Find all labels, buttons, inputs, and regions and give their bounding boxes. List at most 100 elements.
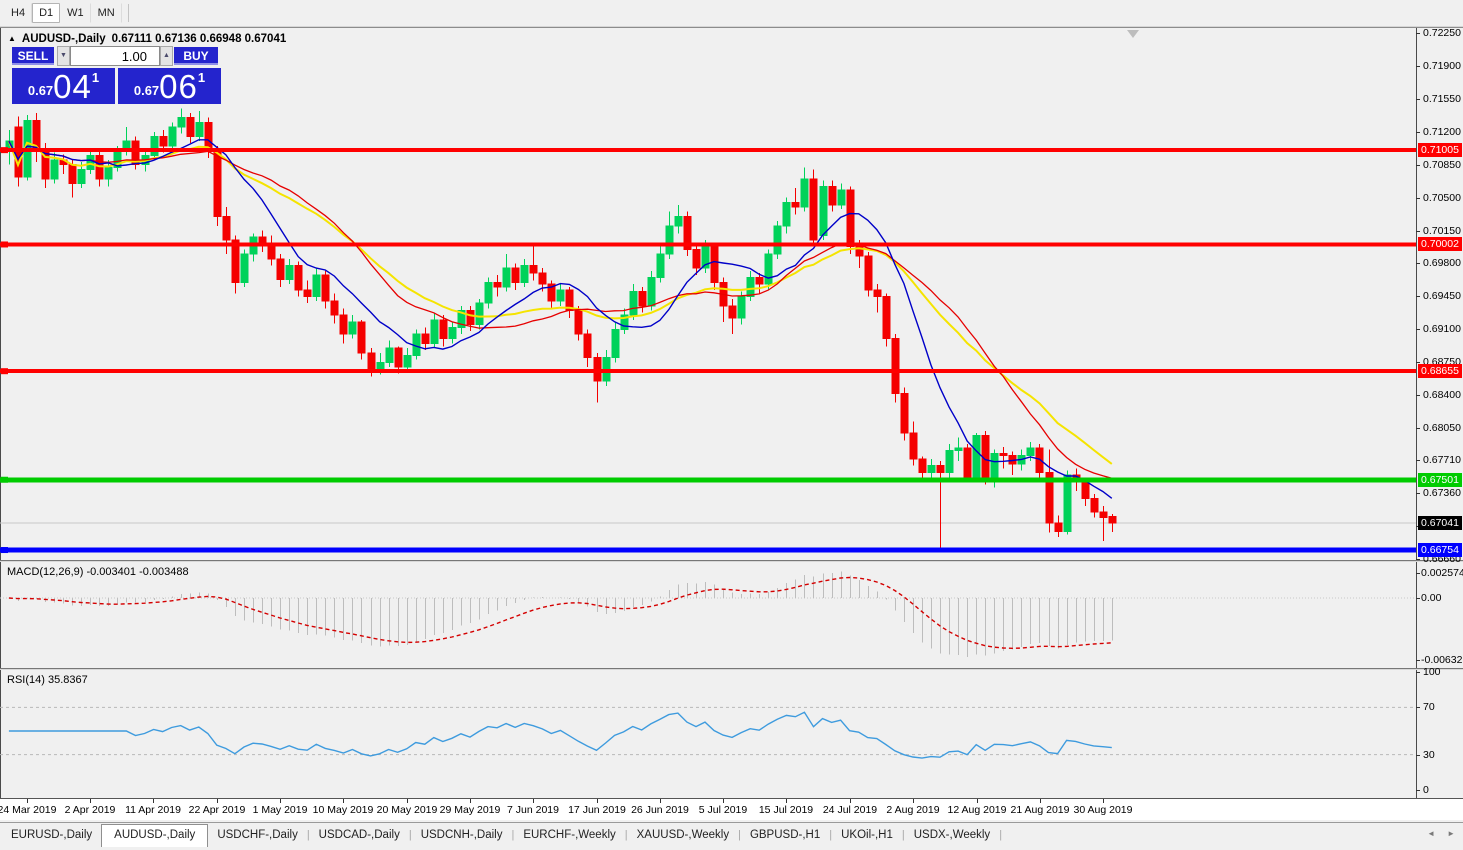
chart-title: ▲ AUDUSD-,Daily 0.67111 0.67136 0.66948 … [8, 33, 286, 45]
rsi-pane-separator-light [0, 669, 1463, 670]
time-tick-mark [280, 799, 281, 803]
chart-tab-audusd-daily[interactable]: AUDUSD-,Daily [101, 824, 209, 847]
price-tick-label: 0.68050 [1423, 422, 1461, 434]
buy-button[interactable]: BUY [174, 47, 218, 65]
chart-tab-usdcad-daily[interactable]: USDCAD-,Daily [318, 829, 400, 841]
rsi-tick-mark [1416, 790, 1420, 791]
macd-pane-separator[interactable] [0, 560, 1463, 561]
macd-tick-label: -0.006326 [1421, 654, 1463, 666]
time-tick-mark [597, 799, 598, 803]
time-tick-mark [90, 799, 91, 803]
level-price-label: 0.71005 [1418, 143, 1462, 157]
time-tick-mark [977, 799, 978, 803]
time-tick-mark [533, 799, 534, 803]
timeframe-w1-button[interactable]: W1 [60, 3, 91, 23]
chart-frame-left [0, 28, 1, 798]
time-axis[interactable] [0, 799, 1463, 820]
time-axis-border [0, 798, 1463, 799]
tab-separator: | [511, 829, 515, 841]
timeframe-mn-button[interactable]: MN [91, 3, 122, 23]
chart-tab-usdx-weekly[interactable]: USDX-,Weekly [913, 829, 991, 841]
rsi-pane-separator[interactable] [0, 668, 1463, 669]
time-tick-label: 5 Jul 2019 [698, 804, 748, 816]
one-click-trading-panel: SELL ▼ 1.00 ▲ BUY 0.67 04 1 0.67 06 1 [10, 45, 222, 106]
level-price-label: 0.68655 [1418, 364, 1462, 378]
chart-tab-xauusd-weekly[interactable]: XAUUSD-,Weekly [636, 829, 730, 841]
time-tick-label: 10 May 2019 [312, 804, 374, 816]
macd-tick-mark [1416, 598, 1420, 599]
macd-tick-label: 0.00 [1421, 592, 1442, 604]
tab-scroll-left-icon[interactable]: ◄ [1427, 829, 1436, 838]
price-tick-label: 0.71550 [1423, 93, 1461, 105]
price-tick-label: 0.67360 [1423, 487, 1461, 499]
timeframe-d1-button[interactable]: D1 [32, 3, 61, 23]
current-price-label: 0.67041 [1418, 516, 1462, 530]
rsi-tick-label: 0 [1423, 784, 1429, 796]
time-tick-label: 2 Aug 2019 [886, 804, 940, 816]
time-tick-label: 20 May 2019 [376, 804, 438, 816]
volume-increase-button[interactable]: ▲ [160, 46, 173, 66]
chart-tab-ukoil-h1[interactable]: UKOil-,H1 [841, 829, 893, 841]
time-tick-mark [786, 799, 787, 803]
price-tick-mark [1416, 428, 1420, 429]
macd-tick-label: 0.002574 [1421, 567, 1463, 579]
sell-price-big-digits: 04 [53, 68, 92, 105]
rsi-tick-label: 30 [1423, 749, 1435, 761]
sell-button[interactable]: SELL [12, 47, 54, 65]
rsi-tick-mark [1416, 707, 1420, 708]
time-tick-mark [217, 799, 218, 803]
chart-tab-usdcnh-daily[interactable]: USDCNH-,Daily [420, 829, 503, 841]
volume-input[interactable]: 1.00 [70, 46, 160, 66]
price-tick-label: 0.69100 [1423, 323, 1461, 335]
price-tick-mark [1416, 198, 1420, 199]
price-tick-mark [1416, 66, 1420, 67]
tab-separator: | [999, 829, 1003, 841]
time-tick-mark [1040, 799, 1041, 803]
timeframe-toolbar: H4 D1 W1 MN [0, 0, 1463, 27]
volume-decrease-button[interactable]: ▼ [57, 46, 70, 66]
chevron-down-icon: ▼ [60, 52, 67, 59]
macd-tick-mark [1416, 573, 1420, 574]
time-tick-label: 29 May 2019 [439, 804, 501, 816]
price-tick-mark [1416, 263, 1420, 264]
time-tick-mark [723, 799, 724, 803]
time-tick-label: 15 Jul 2019 [758, 804, 814, 816]
price-tick-mark [1416, 165, 1420, 166]
price-tick-mark [1416, 460, 1420, 461]
price-tick-mark [1416, 362, 1420, 363]
time-tick-mark [470, 799, 471, 803]
price-tick-mark [1416, 132, 1420, 133]
level-price-label: 0.70002 [1418, 237, 1462, 251]
chart-tab-gbpusd-h1[interactable]: GBPUSD-,H1 [749, 829, 821, 841]
price-tick-label: 0.68400 [1423, 389, 1461, 401]
rsi-indicator-label: RSI(14) 35.8367 [7, 674, 88, 686]
chart-tab-eurchf-weekly[interactable]: EURCHF-,Weekly [523, 829, 616, 841]
chart-ohlc-values: 0.67111 0.67136 0.66948 0.67041 [111, 33, 287, 45]
time-tick-label: 11 Apr 2019 [125, 804, 181, 816]
buy-price-box[interactable]: 0.67 06 1 [118, 68, 221, 104]
chart-shift-marker[interactable] [1127, 30, 1139, 38]
price-tick-mark [1416, 329, 1420, 330]
time-tick-label: 24 Jul 2019 [822, 804, 878, 816]
tab-scroll-right-icon[interactable]: ► [1447, 829, 1455, 838]
chart-frame-top [0, 27, 1463, 28]
sell-price-box[interactable]: 0.67 04 1 [12, 68, 115, 104]
time-tick-mark [343, 799, 344, 803]
symbol-expand-icon[interactable]: ▲ [8, 33, 16, 43]
chart-tab-bar: EURUSD-,Daily AUDUSD-,Daily USDCHF-,Daily |… [0, 822, 1463, 847]
chart-tab-usdchf-daily[interactable]: USDCHF-,Daily [217, 829, 298, 841]
price-tick-label: 0.70500 [1423, 192, 1461, 204]
time-tick-label: 7 Jun 2019 [507, 804, 559, 816]
price-axis-border [1416, 28, 1417, 820]
tab-scroll-buttons: ◄ ► [1427, 829, 1455, 838]
price-tick-mark [1416, 99, 1420, 100]
time-tick-mark [660, 799, 661, 803]
chart-tab-eurusd-daily[interactable]: EURUSD-,Daily [11, 829, 93, 841]
time-tick-mark [1103, 799, 1104, 803]
chart-symbol-label: AUDUSD-,Daily [21, 33, 106, 45]
time-tick-mark [913, 799, 914, 803]
timeframe-h4-button[interactable]: H4 [4, 3, 33, 23]
tab-separator: | [306, 829, 310, 841]
